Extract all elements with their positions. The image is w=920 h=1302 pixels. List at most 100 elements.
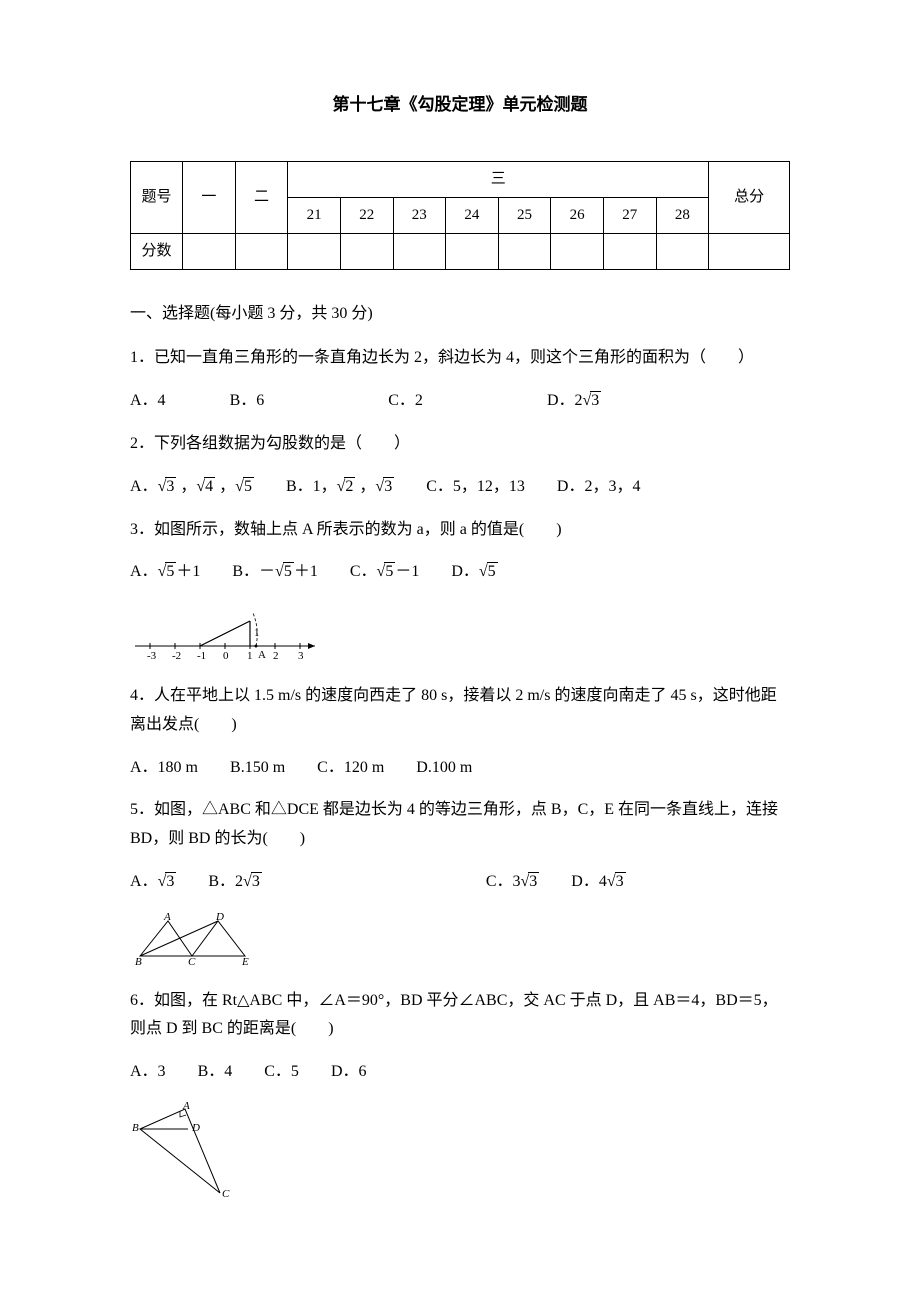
q6-opt-d: D．6 bbox=[331, 1063, 367, 1080]
sqrt-icon: 3 bbox=[158, 868, 177, 897]
svg-text:A: A bbox=[182, 1101, 190, 1112]
q4-opt-a: A．180 m bbox=[130, 759, 198, 776]
doc-title: 第十七章《勾股定理》单元检测题 bbox=[130, 90, 790, 121]
svg-text:A: A bbox=[163, 911, 171, 923]
col-23: 23 bbox=[393, 197, 446, 233]
score-cell bbox=[183, 233, 236, 269]
svg-text:C: C bbox=[188, 956, 196, 966]
q4-text: 4．人在平地上以 1.5 m/s 的速度向西走了 80 s，接着以 2 m/s … bbox=[130, 682, 790, 740]
col-three-group: 三 bbox=[288, 161, 709, 197]
svg-text:D: D bbox=[215, 911, 224, 923]
q5-d-rad: 3 bbox=[615, 872, 626, 890]
q3-a-suf: ＋1 bbox=[176, 563, 200, 580]
q4-opt-b: B.150 m bbox=[230, 759, 285, 776]
q2-a-r1: 3 bbox=[165, 477, 176, 495]
q4-options: A．180 m B.150 m C．120 m D.100 m bbox=[130, 754, 790, 783]
table-row-scores: 分数 bbox=[131, 233, 790, 269]
q6-opt-c: C．5 bbox=[264, 1063, 299, 1080]
q2-b-r2: 3 bbox=[383, 477, 394, 495]
q1-opt-c: C．2 bbox=[388, 392, 423, 409]
col-25: 25 bbox=[498, 197, 551, 233]
col-label-tihao: 题号 bbox=[131, 161, 183, 233]
score-cell bbox=[340, 233, 393, 269]
q2-opt-d: D．2，3，4 bbox=[557, 478, 641, 495]
svg-text:-1: -1 bbox=[197, 650, 206, 661]
sqrt-icon: 5 bbox=[275, 558, 294, 587]
q5-c-rad: 3 bbox=[528, 872, 539, 890]
sqrt-icon: 5 bbox=[235, 473, 254, 502]
q6-opt-b: B．4 bbox=[198, 1063, 233, 1080]
score-cell bbox=[551, 233, 604, 269]
svg-text:C: C bbox=[222, 1188, 230, 1200]
col-24: 24 bbox=[446, 197, 499, 233]
score-cell bbox=[709, 233, 790, 269]
number-line-icon: -3 -2 -1 0 1 2 3 1 A bbox=[130, 601, 330, 661]
score-cell bbox=[235, 233, 288, 269]
q3-b-suf: ＋1 bbox=[294, 563, 318, 580]
q6-text: 6．如图，在 Rt△ABC 中，∠A＝90°，BD 平分∠ABC，交 AC 于点… bbox=[130, 987, 790, 1045]
q2-b-pre: B．1， bbox=[286, 478, 337, 495]
q6-figure: A B D C bbox=[130, 1101, 790, 1212]
q2-a-r3: 5 bbox=[243, 477, 254, 495]
svg-text:1: 1 bbox=[247, 650, 253, 661]
col-21: 21 bbox=[288, 197, 341, 233]
q1-opt-d-rad: 3 bbox=[590, 391, 601, 409]
svg-text:-3: -3 bbox=[147, 650, 157, 661]
col-total: 总分 bbox=[709, 161, 790, 233]
sqrt-icon: 3 bbox=[521, 868, 540, 897]
col-27: 27 bbox=[603, 197, 656, 233]
sqrt-icon: 3 bbox=[583, 387, 602, 416]
q3-text: 3．如图所示，数轴上点 A 所表示的数为 a，则 a 的值是( ) bbox=[130, 516, 790, 545]
svg-text:D: D bbox=[191, 1122, 200, 1134]
q5-c-pre: C．3 bbox=[486, 873, 521, 890]
q3-c-rad: 5 bbox=[384, 562, 395, 580]
col-28: 28 bbox=[656, 197, 709, 233]
col-two: 二 bbox=[235, 161, 288, 233]
sqrt-icon: 2 bbox=[337, 473, 356, 502]
table-row-header: 题号 一 二 三 总分 bbox=[131, 161, 790, 197]
sqrt-icon: 5 bbox=[158, 558, 177, 587]
q2-text: 2．下列各组数据为勾股数的是（ ） bbox=[130, 430, 790, 459]
q5-options: A．3 B．23 C．33 D．43 bbox=[130, 868, 790, 897]
right-triangle-icon: A B D C bbox=[130, 1101, 240, 1201]
q3-options: A．5＋1 B．－5＋1 C．5－1 D．5 bbox=[130, 558, 790, 587]
q5-figure: A D B C E bbox=[130, 911, 790, 977]
sqrt-icon: 5 bbox=[377, 558, 396, 587]
svg-text:3: 3 bbox=[298, 650, 304, 661]
q1-opt-b: B．6 bbox=[230, 392, 265, 409]
q5-text: 5．如图，△ABC 和△DCE 都是边长为 4 的等边三角形，点 B，C，E 在… bbox=[130, 796, 790, 854]
q3-c-suf: －1 bbox=[395, 563, 419, 580]
col-22: 22 bbox=[340, 197, 393, 233]
q5-a-rad: 3 bbox=[165, 872, 176, 890]
sqrt-icon: 3 bbox=[158, 473, 177, 502]
section-1-title: 一、选择题(每小题 3 分，共 30 分) bbox=[130, 300, 790, 329]
score-cell bbox=[656, 233, 709, 269]
sqrt-icon: 3 bbox=[243, 868, 262, 897]
q1-options: A．4 B．6 C．2 D．23 bbox=[130, 387, 790, 416]
q5-b-rad: 3 bbox=[251, 872, 262, 890]
q4-opt-c: C．120 m bbox=[317, 759, 384, 776]
svg-text:B: B bbox=[132, 1122, 139, 1134]
sqrt-icon: 5 bbox=[479, 558, 498, 587]
q3-b-rad: 5 bbox=[283, 562, 294, 580]
q6-options: A．3 B．4 C．5 D．6 bbox=[130, 1058, 790, 1087]
sqrt-icon: 3 bbox=[607, 868, 626, 897]
q3-b-pre: B．－ bbox=[232, 563, 275, 580]
q1-text: 1．已知一直角三角形的一条直角边长为 2，斜边长为 4，则这个三角形的面积为（ … bbox=[130, 344, 790, 373]
q2-b-r1: 2 bbox=[344, 477, 355, 495]
score-cell bbox=[603, 233, 656, 269]
q3-a-rad: 5 bbox=[165, 562, 176, 580]
score-cell bbox=[498, 233, 551, 269]
q5-d-pre: D．4 bbox=[571, 873, 607, 890]
svg-text:2: 2 bbox=[273, 650, 279, 661]
q5-b-pre: B．2 bbox=[208, 873, 243, 890]
row-label-score: 分数 bbox=[131, 233, 183, 269]
q2-opt-c: C．5，12，13 bbox=[426, 478, 525, 495]
score-cell bbox=[446, 233, 499, 269]
q1-opt-a: A．4 bbox=[130, 392, 166, 409]
svg-text:0: 0 bbox=[223, 650, 229, 661]
svg-text:E: E bbox=[241, 956, 249, 966]
sqrt-icon: 4 bbox=[196, 473, 215, 502]
triangle-pair-icon: A D B C E bbox=[130, 911, 260, 966]
score-table: 题号 一 二 三 总分 21 22 23 24 25 26 27 28 分数 bbox=[130, 161, 790, 270]
